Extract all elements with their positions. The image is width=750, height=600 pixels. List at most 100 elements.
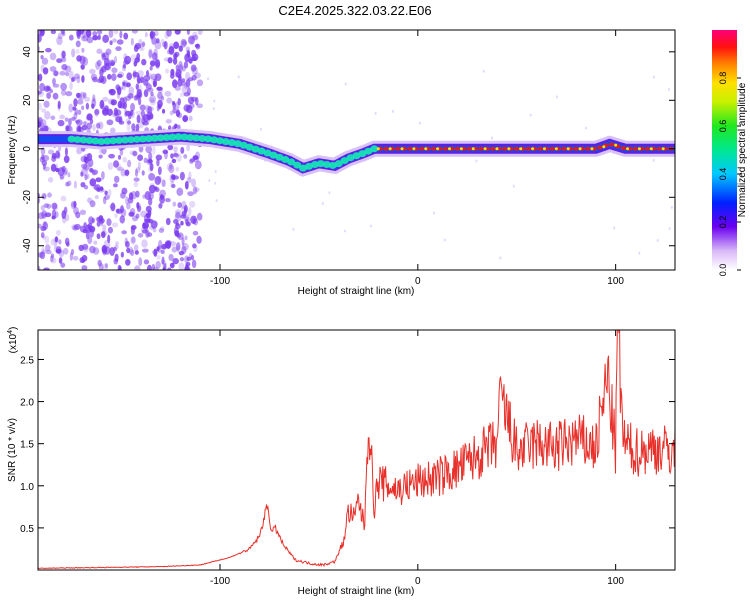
spectrogram-noise-dot: [51, 155, 57, 162]
spectrogram-noise-dot: [141, 170, 145, 176]
spectrogram-noise-dot: [63, 206, 68, 215]
spectrogram-noise-dot: [56, 58, 63, 64]
spectrogram-noise-dot: [89, 68, 96, 75]
spectrogram-noise-dot: [136, 202, 140, 209]
spectrogram-noise-dot: [128, 246, 134, 255]
spectrogram-noise-dot: [137, 161, 141, 171]
spectrogram-noise-dot: [57, 119, 65, 127]
spectrogram-noise-dot: [138, 39, 143, 45]
spectrogram-noise-dot: [40, 122, 45, 132]
spectrogram-noise-dot: [88, 158, 94, 168]
spectrogram-noise-dot: [112, 38, 117, 43]
spectrogram-noise-dot: [70, 77, 75, 83]
spectrogram-noise-dot: [185, 79, 191, 88]
track-blob: [180, 133, 189, 141]
spectrogram-noise-dot: [149, 113, 154, 120]
spectrogram-noise-dot: [85, 116, 91, 122]
spectrogram-noise-dot: [187, 77, 194, 82]
spectrogram-noise-dot: [135, 213, 140, 219]
spectrogram-noise-dot: [38, 102, 43, 111]
spectrogram-noise-dot: [344, 229, 347, 233]
spectrogram-noise-dot: [98, 75, 105, 83]
spectrogram-noise-dot: [81, 167, 88, 177]
track-blob: [186, 133, 195, 141]
spectrogram-noise-dot: [130, 249, 135, 256]
spectrogram-noise-dot: [89, 178, 97, 187]
spectrogram-noise-dot: [112, 183, 118, 188]
spectrogram-noise-dot: [162, 149, 169, 155]
spectrogram-noise-dot: [499, 256, 502, 260]
spectrogram-noise-dot: [45, 249, 52, 255]
track-blob: [466, 146, 473, 151]
spectrogram-noise-dot: [182, 65, 186, 72]
spectrogram-noise-dot: [119, 30, 123, 39]
spectrogram-noise-dot: [180, 80, 186, 87]
spectrogram-noise-dot: [41, 210, 48, 219]
spectrogram-noise-dot: [79, 91, 85, 100]
spectrogram-noise-dot: [125, 240, 130, 248]
spectrogram-noise-dot: [101, 52, 106, 58]
spectrogram-noise-dot: [127, 120, 132, 125]
spectrogram-noise-dot: [169, 110, 174, 116]
spectrogram-noise-dot: [172, 258, 179, 265]
spectrogram-noise-dot: [92, 94, 96, 103]
spectrogram-noise-dot: [171, 246, 178, 253]
snr-ticks: -100 0 100 0.5 1.0 1.5 2.0 2.5: [20, 330, 675, 587]
spectrogram-noise-dot: [135, 123, 140, 132]
spectrogram-noise-dot: [58, 239, 62, 245]
spectrogram-noise-dot: [155, 38, 160, 44]
spectrogram-noise-dot: [137, 97, 142, 106]
spectrogram-noise-dot: [123, 32, 129, 40]
spectrogram-noise-dot: [191, 259, 197, 269]
spectrogram-noise-dot: [115, 46, 122, 52]
spectrogram-noise-dot: [52, 77, 56, 85]
track-blob: [198, 134, 207, 142]
spectrogram-noise-dot: [53, 236, 59, 245]
spectrogram-noise-dot: [179, 257, 185, 262]
track-blob: [138, 135, 147, 143]
spectrogram-noise-dot: [75, 92, 81, 98]
spectrogram-noise-dot: [73, 200, 77, 209]
colorbar-tick-label: 0.8: [718, 72, 728, 85]
track-highlight: [626, 147, 630, 151]
spectrogram-noise-dot: [44, 244, 51, 252]
spectrogram-noise-dot: [161, 256, 165, 265]
track-blob: [573, 146, 580, 151]
spectrogram-noise-dot: [344, 82, 347, 86]
spectrogram-noise-dot: [155, 260, 161, 270]
snr-xtick-label: 0: [415, 576, 421, 587]
spectrogram-noise-dot: [107, 234, 111, 244]
spectrogram-noise-dot: [173, 218, 179, 225]
spectrogram-noise-dot: [56, 36, 63, 46]
spectrogram-noise-dot: [43, 203, 49, 208]
spectrogram-noise-dot: [142, 121, 149, 126]
spectrogram-noise-dot: [147, 159, 153, 164]
track-highlight: [531, 147, 535, 151]
spectrogram-noise-dot: [126, 247, 131, 254]
spectrogram-noise-dot: [186, 256, 192, 262]
spectrogram-noise-dot: [475, 159, 478, 163]
spectrogram-noise-dot: [140, 110, 146, 118]
spectrogram-noise-dot: [82, 92, 87, 99]
spectrogram-ytick-label: 0: [22, 146, 33, 152]
spectrogram-noise-dot: [137, 154, 144, 161]
spectrogram-noise-dot: [125, 82, 131, 88]
spectrogram-noise-dot: [192, 217, 196, 225]
spectrogram-noise-dot: [180, 146, 185, 154]
track-highlight: [400, 147, 404, 151]
spectrogram-noise-dot: [124, 169, 130, 176]
track-blob: [150, 134, 159, 142]
spectrogram-noise-dot: [185, 104, 193, 114]
spectrogram-noise-dot: [158, 88, 164, 94]
spectrogram-noise-dot: [113, 30, 119, 35]
spectrogram-ytick-label: 40: [22, 46, 33, 58]
spectrogram-noise-dot: [64, 167, 69, 175]
spectrogram-noise-dot: [49, 66, 57, 72]
spectrogram-noise-dot: [166, 267, 172, 270]
spectrogram-noise-dot: [165, 68, 170, 74]
spectrogram-noise-dot: [147, 87, 154, 93]
spectrogram-noise-dot: [184, 82, 188, 89]
spectrogram-noise-dot: [178, 250, 185, 256]
spectrogram-noise-dot: [113, 175, 120, 183]
